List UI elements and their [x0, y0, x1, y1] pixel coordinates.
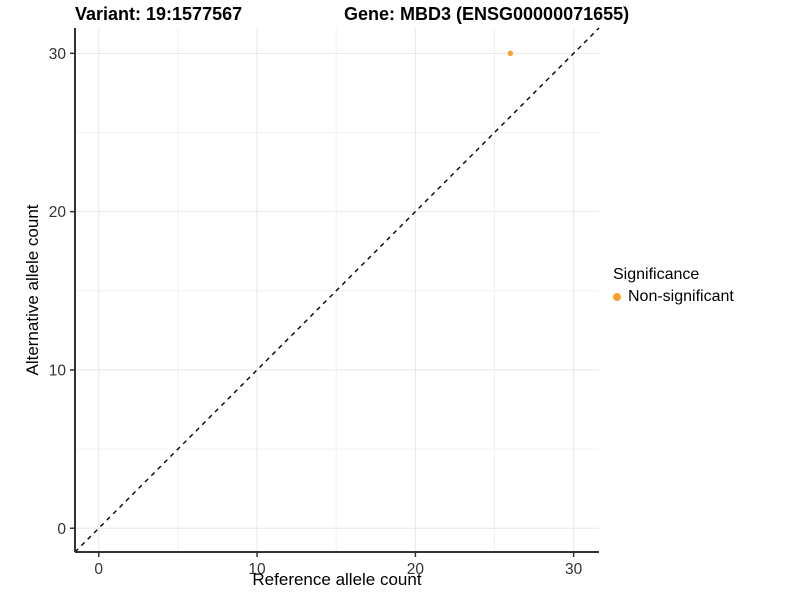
variant-title: Variant: 19:1577567: [75, 4, 243, 24]
data-point: [507, 50, 514, 57]
y-tick-label: 20: [49, 204, 67, 221]
legend-point-icon: [613, 293, 621, 301]
identity-dashed-line: [74, 27, 600, 553]
gene-title: Gene: MBD3 (ENSG00000071655): [344, 4, 630, 24]
y-axis-title: Alternative allele count: [23, 204, 42, 376]
legend: Significance Non-significant: [613, 266, 734, 306]
x-tick-label: 20: [407, 561, 425, 578]
x-tick-label: 0: [94, 561, 103, 578]
y-tick-label: 10: [49, 362, 67, 379]
y-tick-label: 30: [49, 46, 67, 63]
x-axis-title: Reference allele count: [252, 570, 422, 589]
x-tick-label: 30: [565, 561, 583, 578]
legend-item: Non-significant: [613, 288, 734, 306]
y-tick-label: 0: [57, 521, 66, 538]
legend-title: Significance: [613, 266, 700, 283]
legend-item-label: Non-significant: [628, 288, 734, 305]
x-tick-label: 10: [248, 561, 266, 578]
